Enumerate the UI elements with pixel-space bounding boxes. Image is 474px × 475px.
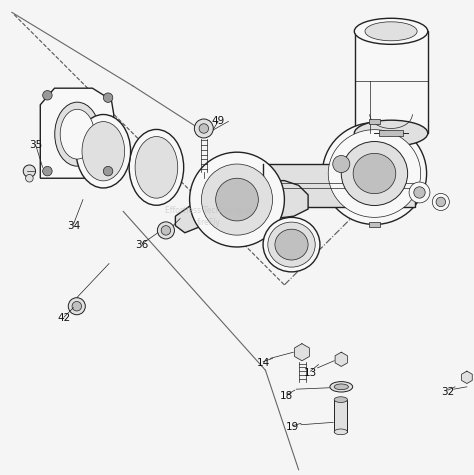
Ellipse shape [55,102,100,166]
Bar [369,119,380,124]
Circle shape [68,298,85,315]
Ellipse shape [322,123,427,225]
Text: 13: 13 [304,368,317,378]
Bar [379,130,403,135]
Circle shape [216,178,258,221]
Polygon shape [335,352,347,366]
Circle shape [103,166,113,176]
Circle shape [432,193,449,210]
Ellipse shape [354,18,428,44]
PathPatch shape [175,180,308,233]
Bar [369,222,380,227]
Circle shape [72,302,82,311]
Circle shape [23,165,36,177]
Ellipse shape [60,109,94,159]
Circle shape [161,226,171,235]
Circle shape [194,119,213,138]
Text: 32: 32 [441,387,455,397]
Ellipse shape [353,153,396,194]
Text: 14: 14 [256,358,270,368]
Circle shape [414,187,425,198]
Circle shape [201,164,273,235]
Ellipse shape [334,429,347,435]
Ellipse shape [263,218,320,272]
Bar [334,399,347,432]
Circle shape [26,174,33,182]
Ellipse shape [135,136,178,198]
Circle shape [157,222,174,239]
Ellipse shape [365,22,417,41]
Circle shape [103,93,113,103]
Bar [355,31,428,133]
Polygon shape [462,371,472,383]
Ellipse shape [76,114,130,188]
Ellipse shape [129,129,184,205]
Ellipse shape [330,381,353,392]
Text: 42: 42 [57,313,71,323]
Ellipse shape [253,164,274,207]
Bar [263,164,415,207]
Text: 34: 34 [67,221,80,231]
PathPatch shape [40,88,114,178]
Ellipse shape [334,397,347,402]
Text: 19: 19 [286,422,300,432]
Ellipse shape [268,222,315,267]
Ellipse shape [354,120,428,146]
Text: 36: 36 [136,239,149,249]
Circle shape [190,152,284,247]
Ellipse shape [82,122,125,181]
Text: 18: 18 [280,391,293,401]
Circle shape [43,166,52,176]
Polygon shape [294,344,310,361]
Circle shape [199,124,209,133]
Circle shape [409,182,430,203]
Ellipse shape [328,130,421,218]
Text: Effortless Technologies
fireFly: Effortless Technologies fireFly [165,206,252,227]
Circle shape [333,155,350,172]
Ellipse shape [341,142,408,206]
Text: 35: 35 [29,140,42,150]
Ellipse shape [275,229,308,260]
Text: 49: 49 [211,116,225,126]
Ellipse shape [334,384,348,389]
Circle shape [43,91,52,100]
Circle shape [436,197,446,207]
